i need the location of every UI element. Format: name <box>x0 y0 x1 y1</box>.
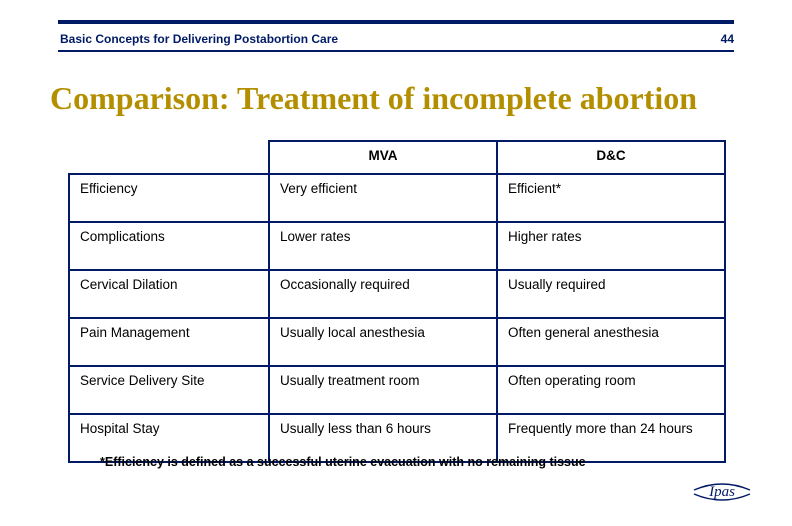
top-divider <box>58 20 734 24</box>
logo-text: Ipas <box>708 484 735 500</box>
header-left: Basic Concepts for Delivering Postaborti… <box>60 32 338 46</box>
ipas-logo: Ipas <box>692 476 752 506</box>
cell-mva: Usually treatment room <box>269 366 497 414</box>
cell-mva: Occasionally required <box>269 270 497 318</box>
cell-mva: Usually local anesthesia <box>269 318 497 366</box>
col-header-mva: MVA <box>269 141 497 174</box>
footnote: *Efficiency is defined as a successful u… <box>100 455 586 469</box>
table-row: Service Delivery Site Usually treatment … <box>69 366 725 414</box>
page-number: 44 <box>721 32 734 46</box>
comparison-table: MVA D&C Efficiency Very efficient Effici… <box>68 140 726 463</box>
col-header-blank <box>69 141 269 174</box>
table-row: Complications Lower rates Higher rates <box>69 222 725 270</box>
row-label: Service Delivery Site <box>69 366 269 414</box>
cell-dc: Often general anesthesia <box>497 318 725 366</box>
cell-dc: Efficient* <box>497 174 725 222</box>
table-header-row: MVA D&C <box>69 141 725 174</box>
page-title: Comparison: Treatment of incomplete abor… <box>50 80 697 117</box>
row-label: Efficiency <box>69 174 269 222</box>
table-row: Efficiency Very efficient Efficient* <box>69 174 725 222</box>
cell-mva: Lower rates <box>269 222 497 270</box>
table-row: Pain Management Usually local anesthesia… <box>69 318 725 366</box>
row-label: Complications <box>69 222 269 270</box>
table-row: Cervical Dilation Occasionally required … <box>69 270 725 318</box>
header: Basic Concepts for Delivering Postaborti… <box>60 32 734 46</box>
header-divider <box>58 50 734 52</box>
comparison-table-wrap: MVA D&C Efficiency Very efficient Effici… <box>68 140 724 463</box>
row-label: Pain Management <box>69 318 269 366</box>
cell-dc: Often operating room <box>497 366 725 414</box>
row-label: Cervical Dilation <box>69 270 269 318</box>
col-header-dc: D&C <box>497 141 725 174</box>
cell-mva: Very efficient <box>269 174 497 222</box>
cell-dc: Usually required <box>497 270 725 318</box>
cell-dc: Higher rates <box>497 222 725 270</box>
